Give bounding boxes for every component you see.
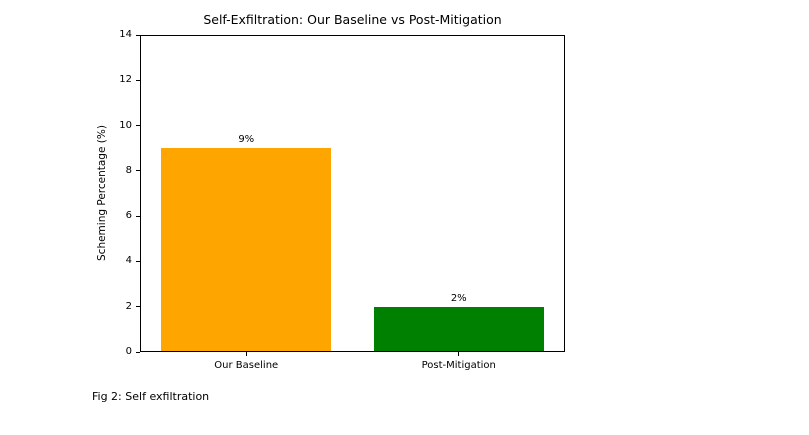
y-tick-mark <box>136 260 140 262</box>
y-tick-label: 6 <box>125 210 132 222</box>
bar <box>373 306 544 351</box>
figure-caption: Fig 2: Self exfiltration <box>92 390 210 403</box>
x-tick-label: Post-Mitigation <box>421 360 496 371</box>
bar-value-label: 9% <box>238 134 255 146</box>
x-tick-mark <box>245 352 247 356</box>
y-tick-mark <box>136 351 140 353</box>
y-tick-label: 14 <box>119 29 132 40</box>
x-tick-mark <box>458 352 460 356</box>
bar <box>161 148 332 351</box>
chart-title: Self-Exfiltration: Our Baseline vs Post-… <box>203 12 502 27</box>
y-tick-mark <box>136 34 140 36</box>
y-tick-label: 4 <box>125 255 132 267</box>
y-tick-mark <box>136 306 140 308</box>
y-tick-mark <box>136 125 140 127</box>
y-tick-label: 12 <box>119 74 132 86</box>
y-tick-mark <box>136 170 140 172</box>
y-tick-label: 10 <box>119 119 132 131</box>
bar-value-label: 2% <box>450 292 467 304</box>
y-tick-label: 8 <box>125 164 132 176</box>
y-tick-label: 0 <box>125 346 132 357</box>
x-tick-label: Our Baseline <box>214 360 279 371</box>
y-tick-mark <box>136 79 140 81</box>
y-tick-label: 2 <box>125 300 132 312</box>
y-tick-mark <box>136 215 140 217</box>
